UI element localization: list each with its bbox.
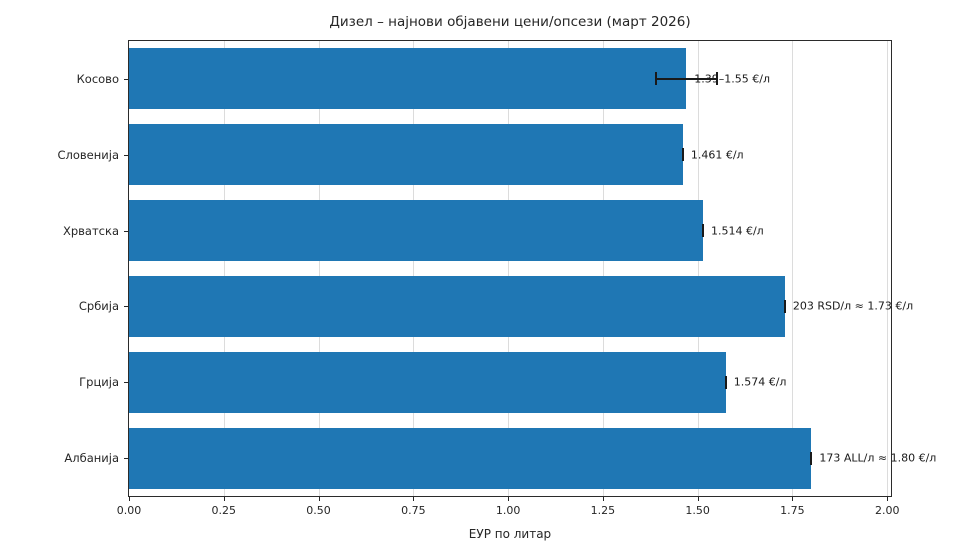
bar xyxy=(129,428,812,489)
bar-annotation: 1.461 €/л xyxy=(690,148,744,162)
y-tick-mark xyxy=(124,382,128,384)
error-bar-cap xyxy=(810,451,813,465)
x-tick-label: 1.75 xyxy=(780,504,805,517)
error-bar-cap xyxy=(783,299,786,313)
x-tick-label: 1.50 xyxy=(685,504,710,517)
y-tick-label: Словенија xyxy=(57,147,119,162)
gridline xyxy=(792,41,794,496)
gridline xyxy=(602,41,604,496)
bar-annotation: 203 RSD/л ≈ 1.73 €/л xyxy=(792,299,914,313)
x-tick-mark xyxy=(318,497,320,501)
x-tick-label: 0.25 xyxy=(211,504,237,517)
y-tick-mark xyxy=(124,154,128,156)
y-tick-mark xyxy=(124,306,128,308)
y-tick-mark xyxy=(124,458,128,460)
bar-annotation: 1.514 €/л xyxy=(710,224,764,238)
gridline xyxy=(508,41,510,496)
x-tick-mark xyxy=(697,497,699,501)
error-bar-line xyxy=(655,77,717,80)
x-tick-mark xyxy=(508,497,510,501)
y-tick-label: Грција xyxy=(79,375,119,390)
bar-annotation: 1.39–1.55 €/л xyxy=(694,72,770,86)
bar xyxy=(129,200,703,261)
y-tick-mark xyxy=(124,78,128,80)
gridline xyxy=(413,41,415,496)
error-bar-cap xyxy=(654,72,657,86)
y-tick-label: Хрватска xyxy=(62,223,119,238)
x-tick-mark xyxy=(413,497,415,501)
x-tick-mark xyxy=(223,497,225,501)
x-tick-label: 0.00 xyxy=(116,504,142,517)
gridline xyxy=(223,41,225,496)
error-bar-cap xyxy=(681,148,684,162)
chart-title: Дизел – најнови објавени цени/опсези (ма… xyxy=(329,14,691,30)
x-tick-label: 0.75 xyxy=(401,504,426,517)
x-tick-mark xyxy=(887,497,889,501)
error-bar-cap xyxy=(715,72,718,86)
gridline xyxy=(697,41,699,496)
x-tick-mark xyxy=(792,497,794,501)
x-tick-mark xyxy=(129,497,130,501)
bar xyxy=(129,352,726,413)
bar-annotation: 173 ALL/л ≈ 1.80 €/л xyxy=(819,451,937,465)
x-tick-label: 1.25 xyxy=(590,504,616,517)
plot-area: 1.39–1.55 €/л 1.461 €/л 1.514 €/л 203 RSD/л… xyxy=(128,40,936,497)
gridline xyxy=(318,41,320,496)
error-bar-cap xyxy=(701,224,704,238)
x-tick-label: 0.50 xyxy=(306,504,331,517)
x-axis-label: ЕУР по литар xyxy=(468,527,552,541)
y-tick-mark xyxy=(124,230,128,232)
x-tick-label: 2.00 xyxy=(874,504,900,517)
x-tick-label: 1.00 xyxy=(495,504,521,517)
bar xyxy=(129,276,785,337)
gridline xyxy=(887,41,889,496)
bar-annotation: 1.574 €/л xyxy=(733,375,787,389)
y-tick-label: Србија xyxy=(78,299,119,314)
y-tick-label: Албанија xyxy=(64,451,119,466)
bar xyxy=(129,48,687,109)
error-bar-cap xyxy=(724,375,727,389)
x-tick-mark xyxy=(602,497,604,501)
bar xyxy=(129,124,683,185)
y-tick-label: Косово xyxy=(76,71,119,86)
